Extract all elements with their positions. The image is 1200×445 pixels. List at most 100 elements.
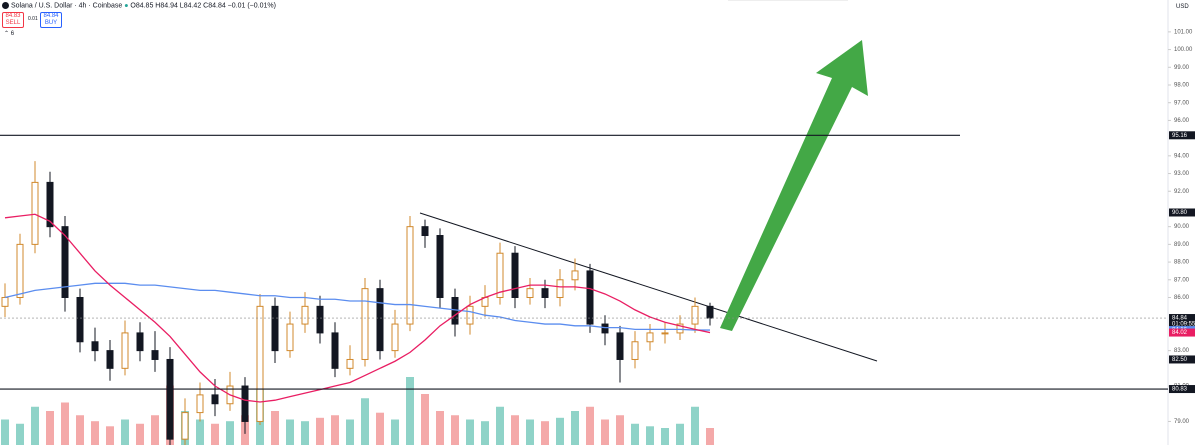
candle-body [601,323,609,334]
y-tick-label: 89.00 [1174,242,1190,248]
y-tick-label: 94.00 [1174,153,1190,159]
candle-body [541,288,549,298]
candle-body [496,252,504,298]
moving-average [4,213,711,403]
volume-bar [376,412,384,445]
volume-bar [676,423,684,445]
volume-bar [271,411,279,445]
y-tick-label: 96.00 [1174,118,1190,124]
volume-bar [226,421,234,445]
volume-bar [361,398,369,445]
volume-bar [46,411,54,445]
volume-bar [121,419,129,445]
volume-bar [691,406,699,445]
candle-body [286,323,294,352]
volume-bar [631,423,639,445]
candle-body [706,305,714,319]
price-badge [1169,314,1195,329]
y-tick-label: 90.00 [1174,224,1190,230]
volume-bar [91,421,99,445]
volume-bar [661,428,669,445]
volume-bar [136,423,144,445]
candle-body [151,350,159,360]
candle-body [661,332,669,335]
price-badge-label: 80.83 [1172,387,1188,393]
candle-body [646,332,654,343]
price-badge-label: 82.50 [1172,357,1188,363]
candle-body [136,332,144,352]
volume-bar [496,406,504,445]
sell-label: SELL [5,20,21,26]
symbol: Solana / U.S. Dollar · 4h · Coinbase [10,2,123,10]
candle-body [16,243,24,298]
ohlc: O84.85 H84.94 L84.42 C84.84 −0.01 (−0.01… [130,2,276,10]
buy-price: 84.84 [43,13,59,19]
y-tick-label: 100.00 [1174,47,1193,53]
candle-body [511,252,519,298]
volume-bar [31,406,39,445]
candle-body [391,323,399,352]
price-axis [1168,0,1200,445]
volume-bar [571,411,579,445]
volume-bar [511,415,519,445]
volume-bar [436,411,444,445]
volume-bar [451,415,459,445]
volume-bar [16,423,24,445]
y-tick-label: 88.00 [1174,260,1190,266]
candle-body [1,296,9,307]
logo [2,2,9,9]
volume-bar [616,415,624,445]
candle-body [331,332,339,369]
currency[interactable]: USD [1176,4,1189,10]
header: Solana / U.S. Dollar · 4h · Coinbase ● O… [2,2,276,9]
volume-bar [526,419,534,445]
price-badge-label: 95.16 [1172,133,1188,139]
spread: 0.01 [28,16,38,22]
volume-bar [706,428,714,445]
y-tick-label: 83.00 [1174,348,1190,354]
y-tick-label: 101.00 [1174,29,1193,35]
moving-average [4,282,710,331]
volume-bar [286,419,294,445]
price-badge [1169,328,1195,337]
volume-bar [556,417,564,445]
buy-button[interactable]: 84.84 BUY [40,12,62,28]
candle-body [241,385,249,422]
volume-bar [406,377,414,445]
candle-body [271,305,279,352]
price-badge [1169,385,1195,394]
volume-bar [106,426,114,445]
volume-bar [61,402,69,445]
y-tick-label: 79.00 [1174,419,1190,425]
price-badge-label: 90.80 [1172,210,1188,216]
price-badge [1169,131,1195,140]
candle-body [466,305,474,325]
price-badge [1169,208,1195,217]
candle-body [436,235,444,298]
candle-body [676,323,684,334]
volume-bar [346,419,354,445]
collapse[interactable]: ⌃ 6 [4,31,15,37]
candle-body [406,226,414,325]
volume-bar [466,419,474,445]
y-tick-label: 86.00 [1174,295,1190,301]
candle-body [361,288,369,360]
volume-bar [481,421,489,445]
volume-bar [586,406,594,445]
volume-bar [211,423,219,445]
trendline [419,212,878,362]
y-tick-label: 87.00 [1174,277,1190,283]
sell-button[interactable]: 84.83 SELL [2,12,24,28]
y-tick-label: 99.00 [1174,65,1190,71]
volume-bar [1,419,9,445]
candle-body [616,332,624,360]
candle-body [211,394,219,405]
sell-price: 84.83 [5,13,21,19]
candle-body [346,358,354,369]
volume-bar [331,415,339,445]
candle-body [91,341,99,352]
volume-bar [301,421,309,445]
volume-bar [601,419,609,445]
